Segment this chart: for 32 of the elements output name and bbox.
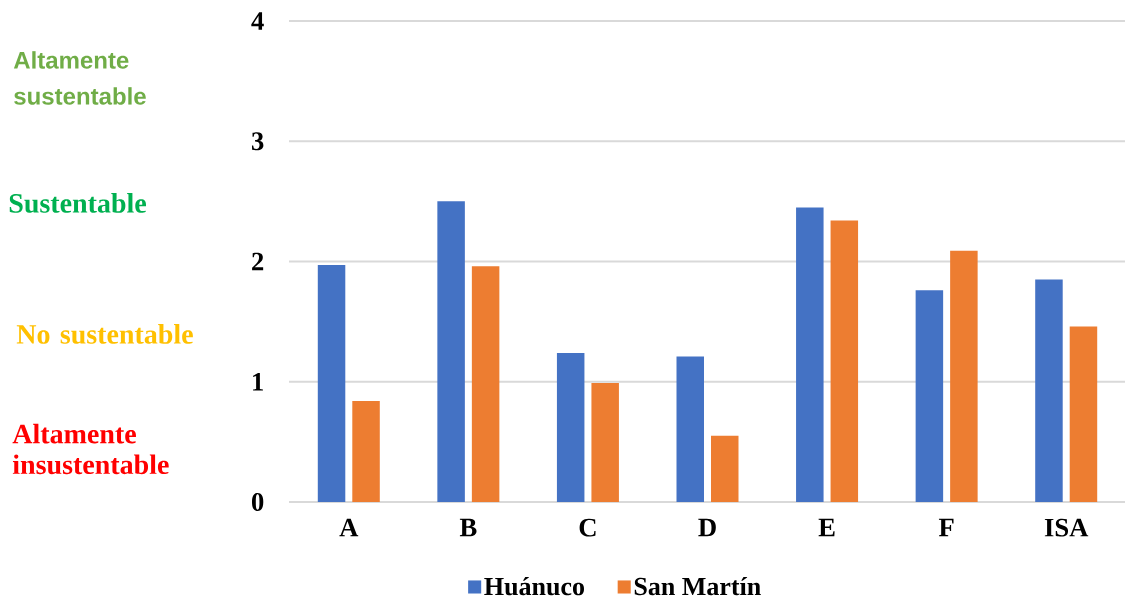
bar	[950, 250, 978, 502]
x-tick-label: C	[579, 518, 596, 537]
x-tick-label: D	[698, 518, 716, 537]
y-tick-label: 1	[253, 372, 263, 391]
text: Altamente insustentable	[12, 423, 169, 475]
y-tick-label: 0	[251, 492, 264, 511]
legend-label: San Martín	[634, 576, 761, 596]
bar	[591, 382, 619, 502]
text: Sustentable	[9, 193, 147, 213]
legend-label: Huánuco	[484, 576, 584, 596]
x-tick-label: E	[818, 518, 835, 537]
x-tick-label: F	[938, 518, 954, 537]
bar	[711, 435, 739, 502]
bar	[830, 220, 859, 502]
y-tick-label: 3	[251, 132, 264, 151]
x-tick-label: B	[459, 518, 477, 537]
text: Altamente sustentable	[13, 51, 146, 105]
bar	[437, 201, 465, 502]
bar	[1035, 279, 1063, 502]
bar	[1069, 326, 1098, 502]
text: No sustentable	[16, 324, 193, 344]
bar	[796, 207, 824, 502]
bar	[676, 356, 704, 502]
bar	[556, 352, 585, 502]
x-tick-label: ISA	[1044, 518, 1089, 537]
y-tick-label: 2	[252, 252, 264, 271]
bar	[352, 400, 380, 502]
bar	[317, 265, 346, 502]
bar	[471, 266, 500, 502]
bar	[915, 290, 944, 502]
y-tick-label: 4	[251, 12, 264, 30]
x-tick-label: A	[339, 518, 359, 537]
